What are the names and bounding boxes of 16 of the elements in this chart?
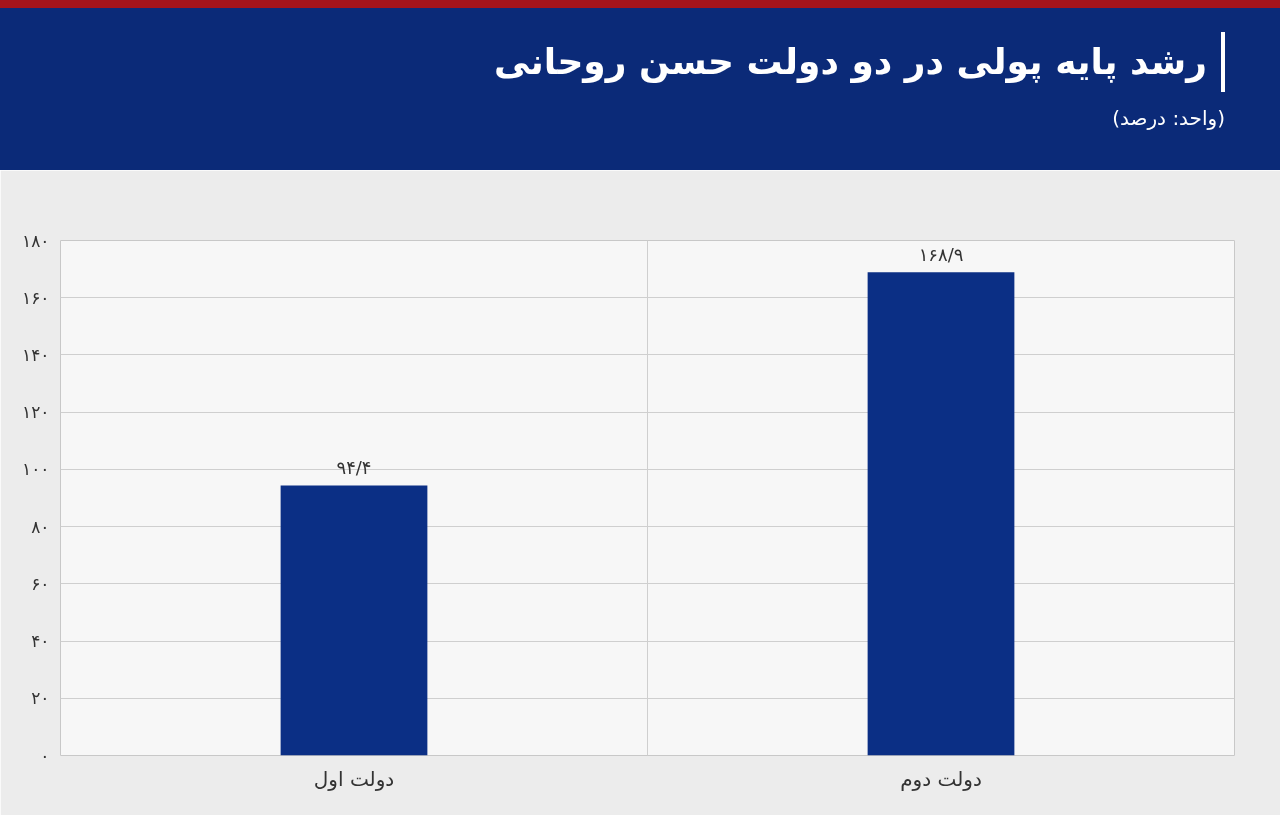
y-tick-label: ۶۰ <box>31 573 50 594</box>
chart-title: رشد پایه پولی در دو دولت حسن روحانی <box>0 32 1225 92</box>
y-tick-label: ۲۰ <box>31 688 50 709</box>
y-tick-label: ۱۰۰ <box>22 459 50 480</box>
chart-subtitle: (واحد: درصد) <box>1111 105 1225 132</box>
data-label: ۱۶۸/۹ <box>918 244 964 266</box>
x-tick-label: دولت اول <box>313 766 395 791</box>
y-tick-label: ۱۲۰ <box>22 402 50 423</box>
y-tick-label: ۰ <box>40 745 50 766</box>
y-tick-label: ۸۰ <box>31 516 50 537</box>
y-tick-label: ۱۶۰ <box>22 287 50 308</box>
y-tick-label: ۱۸۰ <box>22 230 50 251</box>
y-tick-label: ۱۴۰ <box>22 344 50 365</box>
data-label: ۹۴/۴ <box>336 457 372 479</box>
y-tick-label: ۴۰ <box>31 631 50 652</box>
x-tick-label: دولت دوم <box>900 766 982 791</box>
